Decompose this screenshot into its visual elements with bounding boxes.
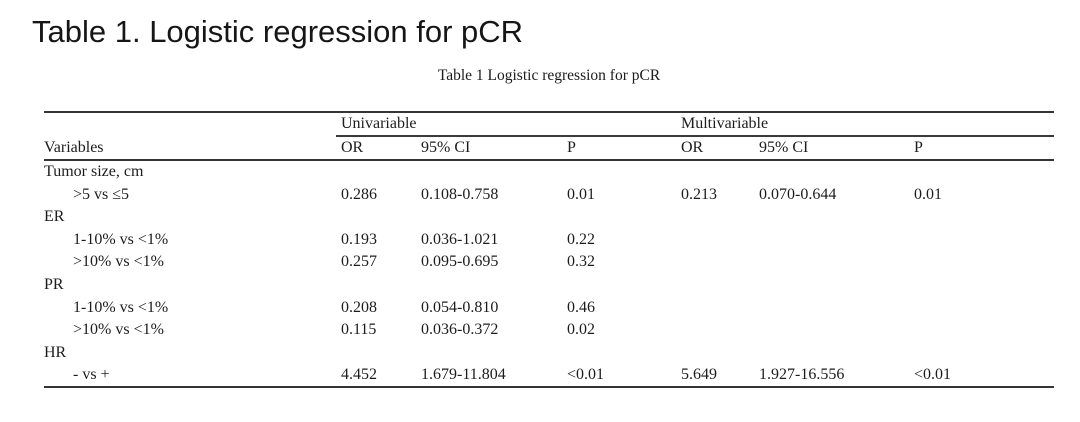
cell-multi-ci <box>754 319 909 342</box>
spanner-univariable: Univariable <box>336 111 676 137</box>
cell-uni-or: 0.193 <box>341 230 377 248</box>
cell-uni-p: 0.22 <box>567 230 595 248</box>
cell-variable: >10% vs <1% <box>73 253 164 271</box>
cell-multi-or: 0.213 <box>681 185 717 203</box>
cell-multi-ci: 1.927-16.556 <box>754 363 909 388</box>
cell-uni-or <box>336 273 416 296</box>
cell-multi-ci: 0.070-0.644 <box>759 185 837 203</box>
cell-multi-p <box>909 273 1054 296</box>
cell-uni-ci: 0.108-0.758 <box>421 185 499 203</box>
cell-uni-ci: 0.054-0.810 <box>421 298 499 316</box>
cell-uni-or <box>336 341 416 364</box>
column-header-row: Variables OR 95% CI P OR 95% CI P <box>44 136 1055 161</box>
cell-variable: ER <box>44 208 65 226</box>
cell-multi-p <box>909 296 1054 319</box>
cell-uni-or: 0.208 <box>341 298 377 316</box>
cell-multi-p: 0.01 <box>914 185 942 203</box>
page-title: Table 1. Logistic regression for pCR <box>32 14 524 49</box>
cell-uni-or: 0.257 <box>341 253 377 271</box>
cell-uni-or <box>336 206 416 229</box>
cell-uni-ci <box>416 160 562 183</box>
cell-uni-p: 0.02 <box>567 321 595 339</box>
cell-uni-p <box>562 160 676 183</box>
column-header-uni-ci: 95% CI <box>416 136 562 161</box>
spanner-header-row: Univariable Multivariable <box>44 111 1055 137</box>
cell-multi-ci <box>754 206 909 229</box>
cell-uni-p: 0.01 <box>567 185 595 203</box>
cell-multi-or <box>676 228 754 251</box>
table-row-tumor-size-gt5: >5 vs ≤5 0.286 0.108-0.758 0.01 0.213 0.… <box>44 183 1054 206</box>
cell-multi-or <box>676 341 754 364</box>
cell-uni-ci: 0.036-1.021 <box>421 230 499 248</box>
cell-multi-p <box>909 206 1054 229</box>
cell-uni-or: 0.115 <box>341 321 377 339</box>
cell-multi-or <box>676 319 754 342</box>
column-header-uni-p: P <box>562 136 676 161</box>
column-header-multi-or: OR <box>676 136 754 161</box>
spanner-empty-cell <box>44 111 336 136</box>
cell-uni-p: <0.01 <box>562 363 676 388</box>
column-header-uni-or: OR <box>336 136 416 161</box>
cell-multi-ci <box>754 160 909 183</box>
table-row-pr: PR <box>44 273 1054 296</box>
cell-uni-or: 4.452 <box>336 363 416 388</box>
table-row-pr-1-10: 1-10% vs <1% 0.208 0.054-0.810 0.46 <box>44 296 1054 319</box>
cell-uni-ci: 1.679-11.804 <box>416 363 562 388</box>
table-row-er-1-10: 1-10% vs <1% 0.193 0.036-1.021 0.22 <box>44 228 1054 251</box>
cell-multi-ci <box>754 251 909 274</box>
cell-multi-ci <box>754 228 909 251</box>
table-row-hr: HR <box>44 341 1054 364</box>
table-row-hr-neg-vs-pos: - vs + 4.452 1.679-11.804 <0.01 5.649 1.… <box>44 363 1055 388</box>
cell-uni-p <box>562 273 676 296</box>
cell-uni-or: 0.286 <box>341 185 377 203</box>
cell-variable: 1-10% vs <1% <box>73 298 169 316</box>
cell-variable: >5 vs ≤5 <box>73 185 130 203</box>
cell-multi-or <box>676 296 754 319</box>
cell-multi-ci <box>754 341 909 364</box>
cell-variable: 1-10% vs <1% <box>73 230 169 248</box>
table-row-pr-gt10: >10% vs <1% 0.115 0.036-0.372 0.02 <box>44 319 1054 342</box>
cell-multi-or <box>676 273 754 296</box>
cell-multi-p <box>909 319 1054 342</box>
cell-multi-ci <box>754 296 909 319</box>
cell-uni-or <box>336 160 416 183</box>
cell-uni-ci: 0.036-0.372 <box>421 321 499 339</box>
cell-uni-p <box>562 341 676 364</box>
cell-variable: >10% vs <1% <box>73 321 164 339</box>
spanner-multivariable: Multivariable <box>676 111 1055 137</box>
column-header-multi-ci: 95% CI <box>754 136 909 161</box>
cell-variable: PR <box>44 275 64 293</box>
cell-uni-ci <box>416 273 562 296</box>
logistic-regression-table: Univariable Multivariable Variables OR 9… <box>44 111 1055 388</box>
column-header-multi-p: P <box>909 136 1055 161</box>
table-caption: Table 1 Logistic regression for pCR <box>437 67 661 84</box>
table-row-tumor-size: Tumor size, cm <box>44 160 1054 183</box>
cell-variable: HR <box>44 343 67 361</box>
cell-uni-p: 0.32 <box>567 253 595 271</box>
cell-multi-or <box>676 206 754 229</box>
cell-multi-p <box>909 341 1054 364</box>
cell-uni-ci: 0.095-0.695 <box>421 253 499 271</box>
cell-variable: Tumor size, cm <box>44 163 144 180</box>
cell-multi-p <box>909 251 1054 274</box>
cell-multi-or: 5.649 <box>676 363 754 388</box>
column-header-variables: Variables <box>44 136 336 161</box>
cell-uni-ci <box>416 206 562 229</box>
cell-multi-p <box>909 228 1054 251</box>
table-row-er: ER <box>44 206 1054 229</box>
cell-variable: - vs + <box>44 363 336 388</box>
cell-multi-p <box>909 160 1054 183</box>
cell-multi-ci <box>754 273 909 296</box>
cell-uni-p <box>562 206 676 229</box>
cell-uni-ci <box>416 341 562 364</box>
cell-multi-or <box>676 160 754 183</box>
cell-multi-or <box>676 251 754 274</box>
cell-uni-p: 0.46 <box>567 298 595 316</box>
cell-multi-p: <0.01 <box>909 363 1055 388</box>
table-row-er-gt10: >10% vs <1% 0.257 0.095-0.695 0.32 <box>44 251 1054 274</box>
